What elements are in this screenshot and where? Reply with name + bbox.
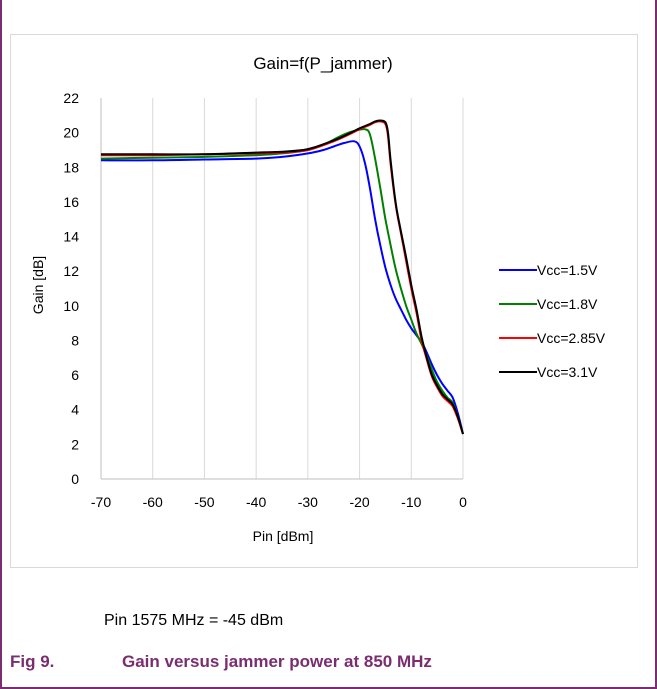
figure-number: Fig 9. <box>10 652 55 671</box>
x-tick-label: 0 <box>459 494 467 510</box>
series-line-2 <box>100 128 464 435</box>
chart-series <box>100 119 464 435</box>
x-tick-label: -50 <box>194 494 214 510</box>
y-tick-label: 4 <box>71 402 79 418</box>
chart-ticks: -70 -60 -50 -40 -30 -20 -10 0 0 2 4 6 8 10 12 14 16 18 20 2… <box>63 90 467 510</box>
chart-axes <box>100 98 463 480</box>
x-tick-label: -60 <box>143 494 163 510</box>
series-line-4 <box>101 119 464 435</box>
x-tick-label: -20 <box>349 494 369 510</box>
y-axis-label: Gain [dB] <box>30 256 46 314</box>
legend-label-1: Vcc=1.5V <box>537 262 598 278</box>
series-line-3 <box>100 120 464 435</box>
legend-label-3: Vcc=2.85V <box>537 330 606 346</box>
y-tick-label: 8 <box>71 332 79 348</box>
y-tick-label: 16 <box>63 194 79 210</box>
x-tick-label: -10 <box>401 494 421 510</box>
legend-label-4: Vcc=3.1V <box>537 364 598 380</box>
y-tick-label: 10 <box>63 298 79 314</box>
page-frame-bottom <box>0 687 657 689</box>
figure-title: Gain versus jammer power at 850 MHz <box>122 652 432 671</box>
y-tick-label: 12 <box>63 263 79 279</box>
legend-label-2: Vcc=1.8V <box>537 296 598 312</box>
y-tick-label: 2 <box>71 436 79 452</box>
page-frame-right <box>655 0 657 689</box>
x-axis-label: Pin [dBm] <box>253 528 314 544</box>
chart-container: -70 -60 -50 -40 -30 -20 -10 0 0 2 4 6 8 10 12 14 16 18 20 2… <box>10 34 638 568</box>
x-tick-label: -30 <box>298 494 318 510</box>
y-tick-label: 18 <box>63 159 79 175</box>
y-tick-label: 22 <box>63 90 79 106</box>
series-line-1 <box>100 140 464 435</box>
measurement-note: Pin 1575 MHz = -45 dBm <box>104 612 284 629</box>
x-tick-label: -40 <box>246 494 266 510</box>
page-frame-left <box>0 0 2 689</box>
y-tick-label: 20 <box>63 125 79 141</box>
y-tick-label: 0 <box>71 471 79 487</box>
gain-chart: -70 -60 -50 -40 -30 -20 -10 0 0 2 4 6 8 10 12 14 16 18 20 2… <box>30 54 606 544</box>
chart-legend: Vcc=1.5V Vcc=1.8V Vcc=2.85V Vcc=3.1V <box>499 262 606 380</box>
y-tick-label: 6 <box>71 367 79 383</box>
y-tick-label: 14 <box>63 229 79 245</box>
x-tick-label: -70 <box>91 494 111 510</box>
chart-title: Gain=f(P_jammer) <box>253 54 392 73</box>
figure-caption: Fig 9. Gain versus jammer power at 850 MH… <box>10 652 432 672</box>
